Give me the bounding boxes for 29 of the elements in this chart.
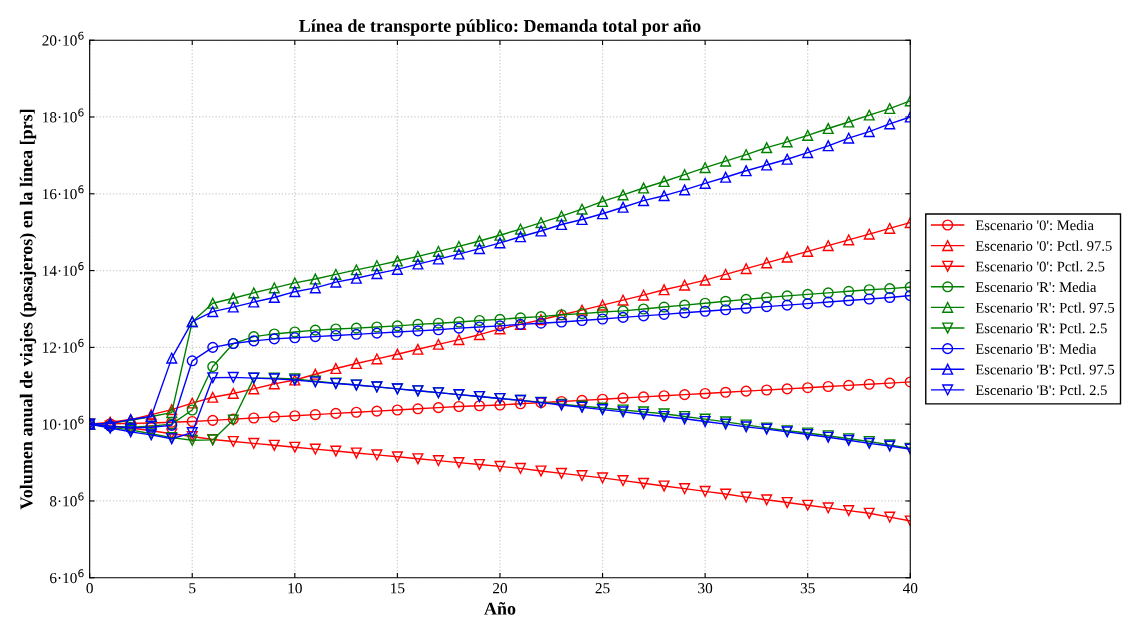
y-axis-title: Volumen anual de viajes (pasajeros) en la línea [prs] <box>19 109 37 510</box>
y-tick-label: 12·10$^{6}$ <box>43 338 84 353</box>
x-tick-label: 20 <box>493 583 508 594</box>
y-tick-label: 20·10$^{6}$ <box>42 31 84 46</box>
chart-title: Línea de transporte público: Demanda total por año <box>299 19 701 36</box>
y-tick-label: 16·10$^{6}$ <box>43 185 84 200</box>
x-tick-label: 40 <box>902 583 918 594</box>
legend-label: Escenario 'B': Pctl. 97.5 <box>975 364 1115 375</box>
x-tick-label: 30 <box>698 583 713 594</box>
legend-label: Escenario 'R': Pctl. 2.5 <box>975 323 1107 334</box>
x-tick-label: 15 <box>391 583 405 594</box>
y-tick-label: 10·10$^{6}$ <box>43 415 84 430</box>
x-axis-title: Año <box>484 602 516 615</box>
y-tick-label: 14·10$^{6}$ <box>43 262 84 277</box>
x-tick-label: 35 <box>800 583 815 594</box>
legend-label: Escenario 'R': Pctl. 97.5 <box>975 302 1115 313</box>
x-tick-label: 0 <box>86 583 93 594</box>
x-tick-label: 25 <box>595 583 610 594</box>
legend-label: Escenario 'B': Pctl. 2.5 <box>975 384 1107 396</box>
legend-label: Escenario 'R': Media <box>975 281 1097 293</box>
y-tick-label: 6·10$^{6}$ <box>50 569 84 584</box>
legend-label: Escenario '0': Pctl. 97.5 <box>975 240 1112 251</box>
y-tick-label: 18·10$^{6}$ <box>43 108 84 123</box>
x-tick-label: 10 <box>288 583 302 594</box>
legend-label: Escenario '0': Media <box>975 219 1094 231</box>
x-tick-label: 5 <box>189 583 196 594</box>
legend-label: Escenario 'B': Media <box>975 343 1097 354</box>
legend-label: Escenario '0': Pctl. 2.5 <box>975 261 1105 272</box>
y-tick-label: 8·10$^{6}$ <box>49 492 84 507</box>
